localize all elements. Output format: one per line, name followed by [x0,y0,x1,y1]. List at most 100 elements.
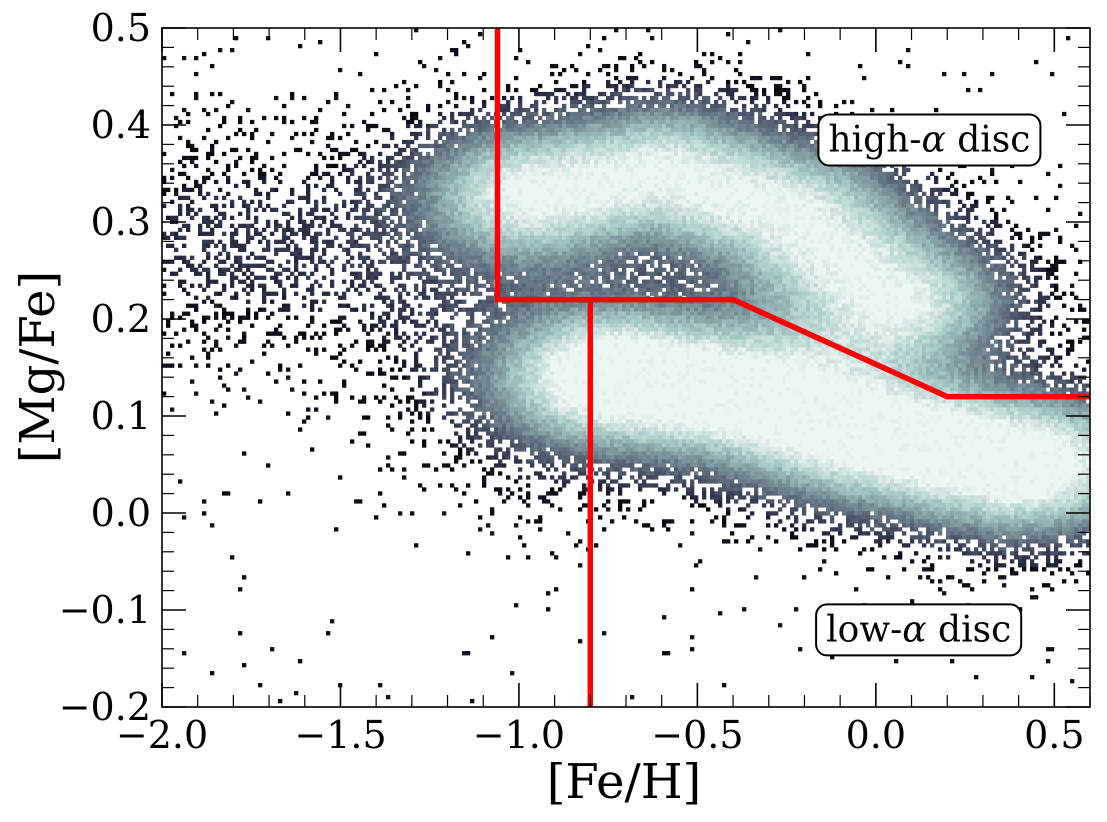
heatmap-cell [818,211,823,217]
heatmap-cell [522,127,527,133]
heatmap-cell [454,131,459,137]
heatmap-cell [562,211,567,217]
heatmap-cell [574,175,579,181]
heatmap-cell [562,175,567,181]
heatmap-cell [582,179,587,185]
heatmap-cell [574,187,579,193]
heatmap-cell [630,171,635,177]
heatmap-cell [286,199,291,205]
heatmap-cell [482,171,487,177]
heatmap-cell [390,155,395,161]
heatmap-cell [722,103,727,109]
heatmap-cell [570,155,575,161]
heatmap-cell [322,155,327,161]
heatmap-cell [414,211,419,217]
heatmap-cell [430,219,435,225]
heatmap-cell [374,207,379,213]
heatmap-cell [714,171,719,177]
heatmap-cell [322,187,327,193]
heatmap-cell [470,147,475,153]
heatmap-cell [802,187,807,193]
heatmap-cell [658,167,663,173]
heatmap-cell [186,223,191,228]
heatmap-cell [662,207,667,213]
heatmap-cell [338,223,343,228]
heatmap-cell [462,203,467,209]
heatmap-cell [822,163,827,169]
heatmap-cell [434,235,439,240]
heatmap-cell [406,223,411,228]
heatmap-cell [602,231,607,236]
heatmap-cell [950,191,955,197]
heatmap-cell [786,163,791,169]
heatmap-cell [666,95,671,101]
heatmap-cell [654,111,659,117]
heatmap-cell [678,175,683,181]
heatmap-cell [846,171,851,177]
heatmap-cell [558,211,563,217]
heatmap-cell [694,223,699,228]
heatmap-cell [574,147,579,153]
heatmap-cell [518,203,523,209]
heatmap-cell [838,179,843,185]
heatmap-cell [230,203,235,209]
heatmap-cell [826,187,831,193]
heatmap-cell [546,127,551,133]
heatmap-cell [614,107,619,113]
heatmap-cell [730,179,735,185]
heatmap-cell [414,231,419,236]
heatmap-cell [726,111,731,117]
heatmap-cell [978,175,983,181]
heatmap-cell [854,223,859,228]
heatmap-cell [734,167,739,173]
heatmap-cell [442,131,447,137]
heatmap-cell [450,135,455,141]
heatmap-cell [786,223,791,228]
heatmap-cell [630,119,635,125]
heatmap-cell [790,215,795,221]
heatmap-cell [218,219,223,225]
heatmap-cell [830,171,835,177]
heatmap-cell [858,171,863,177]
heatmap-cell [482,115,487,121]
heatmap-cell [846,175,851,181]
heatmap-cell [542,155,547,161]
heatmap-cell [686,231,691,236]
heatmap-cell [618,55,623,61]
heatmap-cell [690,191,695,197]
heatmap-cell [490,187,495,193]
heatmap-cell [198,231,203,236]
heatmap-cell [670,219,675,225]
heatmap-cell [566,123,571,129]
heatmap-cell [610,147,615,153]
heatmap-cell [726,147,731,153]
heatmap-cell [938,223,943,228]
heatmap-cell [678,115,683,121]
heatmap-cell [762,135,767,141]
heatmap-cell [646,167,651,173]
heatmap-cell [302,195,307,201]
heatmap-cell [466,171,471,177]
heatmap-cell [266,223,271,228]
heatmap-cell [486,195,491,201]
heatmap-cell [878,199,883,205]
heatmap-cell [678,111,683,117]
heatmap-cell [458,223,463,228]
heatmap-cell [626,143,631,149]
heatmap-cell [658,195,663,201]
heatmap-cell [234,147,239,153]
heatmap-cell [850,215,855,221]
heatmap-cell [558,191,563,197]
heatmap-cell [174,123,179,129]
heatmap-cell [610,195,615,201]
heatmap-cell [530,127,535,133]
heatmap-cell [426,163,431,169]
heatmap-cell [338,227,343,232]
heatmap-cell [538,203,543,209]
heatmap-cell [522,199,527,205]
heatmap-cell [530,139,535,145]
heatmap-cell [758,163,763,169]
heatmap-cell [606,183,611,189]
heatmap-cell [734,139,739,145]
heatmap-cell [778,151,783,157]
